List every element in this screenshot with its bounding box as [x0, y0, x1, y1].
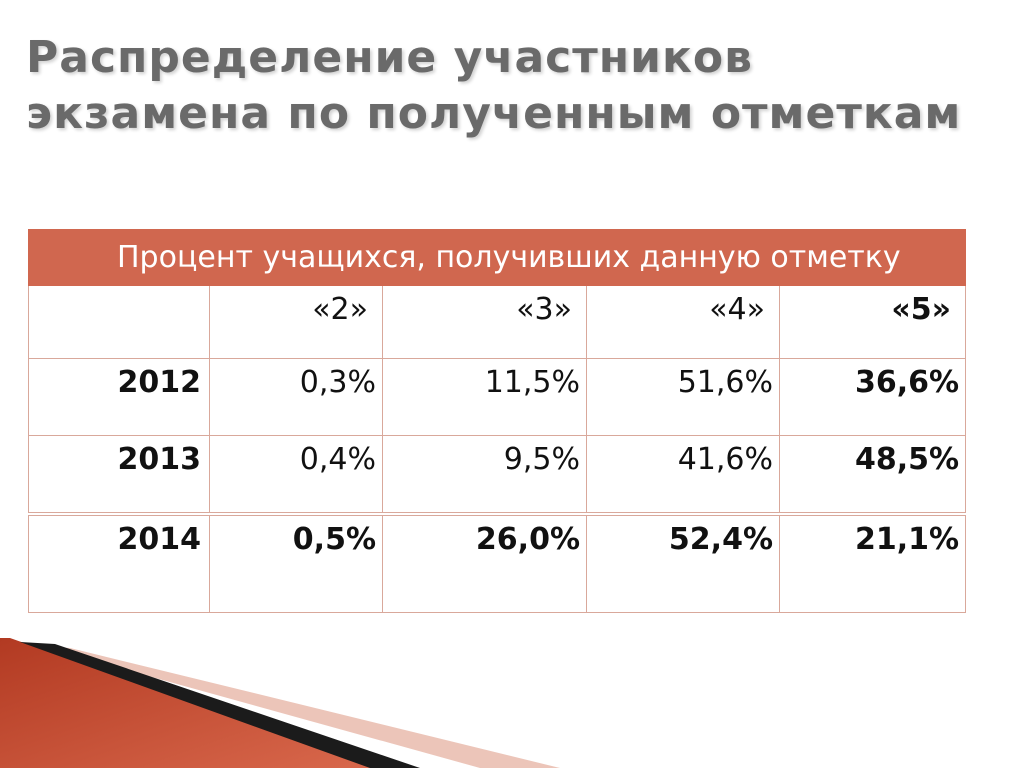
- value-cell: 48,5%: [778, 435, 967, 515]
- table-header: Процент учащихся, получивших данную отме…: [27, 229, 967, 286]
- grade-3-label: «3»: [382, 285, 587, 359]
- value-cell: 36,6%: [778, 358, 967, 436]
- grade-labels-row: «2» «3» «4» «5»: [28, 285, 967, 359]
- year-label: 2012: [28, 358, 210, 436]
- value-cell: 26,0%: [382, 512, 587, 613]
- value-cell: 9,5%: [382, 435, 587, 515]
- grade-4-label: «4»: [586, 285, 780, 359]
- value-cell: 41,6%: [586, 435, 780, 515]
- table-row: 2013 0,4% 9,5% 41,6% 48,5%: [28, 435, 967, 515]
- year-label: 2013: [28, 435, 210, 515]
- year-label: 2014: [28, 512, 210, 613]
- swoosh-pink-band: [40, 646, 560, 768]
- value-cell: 11,5%: [382, 358, 587, 436]
- empty-corner-cell: [28, 285, 210, 359]
- value-cell: 52,4%: [586, 512, 780, 613]
- value-cell: 0,3%: [209, 358, 383, 436]
- table-row: 2012 0,3% 11,5% 51,6% 36,6%: [28, 358, 967, 436]
- grades-table: Процент учащихся, получивших данную отме…: [27, 229, 967, 613]
- value-cell: 0,4%: [209, 435, 383, 515]
- grade-5-label: «5»: [778, 285, 967, 359]
- slide-title: Распределение участников экзамена по пол…: [26, 30, 986, 142]
- title-line-1: Распределение участников: [26, 32, 753, 83]
- title-line-2: экзамена по полученным отметкам: [26, 88, 962, 139]
- table-row: 2014 0,5% 26,0% 52,4% 21,1%: [28, 512, 967, 613]
- table-header-row: Процент учащихся, получивших данную отме…: [27, 229, 967, 286]
- value-cell: 0,5%: [209, 512, 383, 613]
- swoosh-black-band: [20, 642, 420, 768]
- value-cell: 51,6%: [586, 358, 780, 436]
- decorative-swoosh: [0, 638, 560, 768]
- value-cell: 21,1%: [778, 512, 967, 613]
- grade-2-label: «2»: [209, 285, 383, 359]
